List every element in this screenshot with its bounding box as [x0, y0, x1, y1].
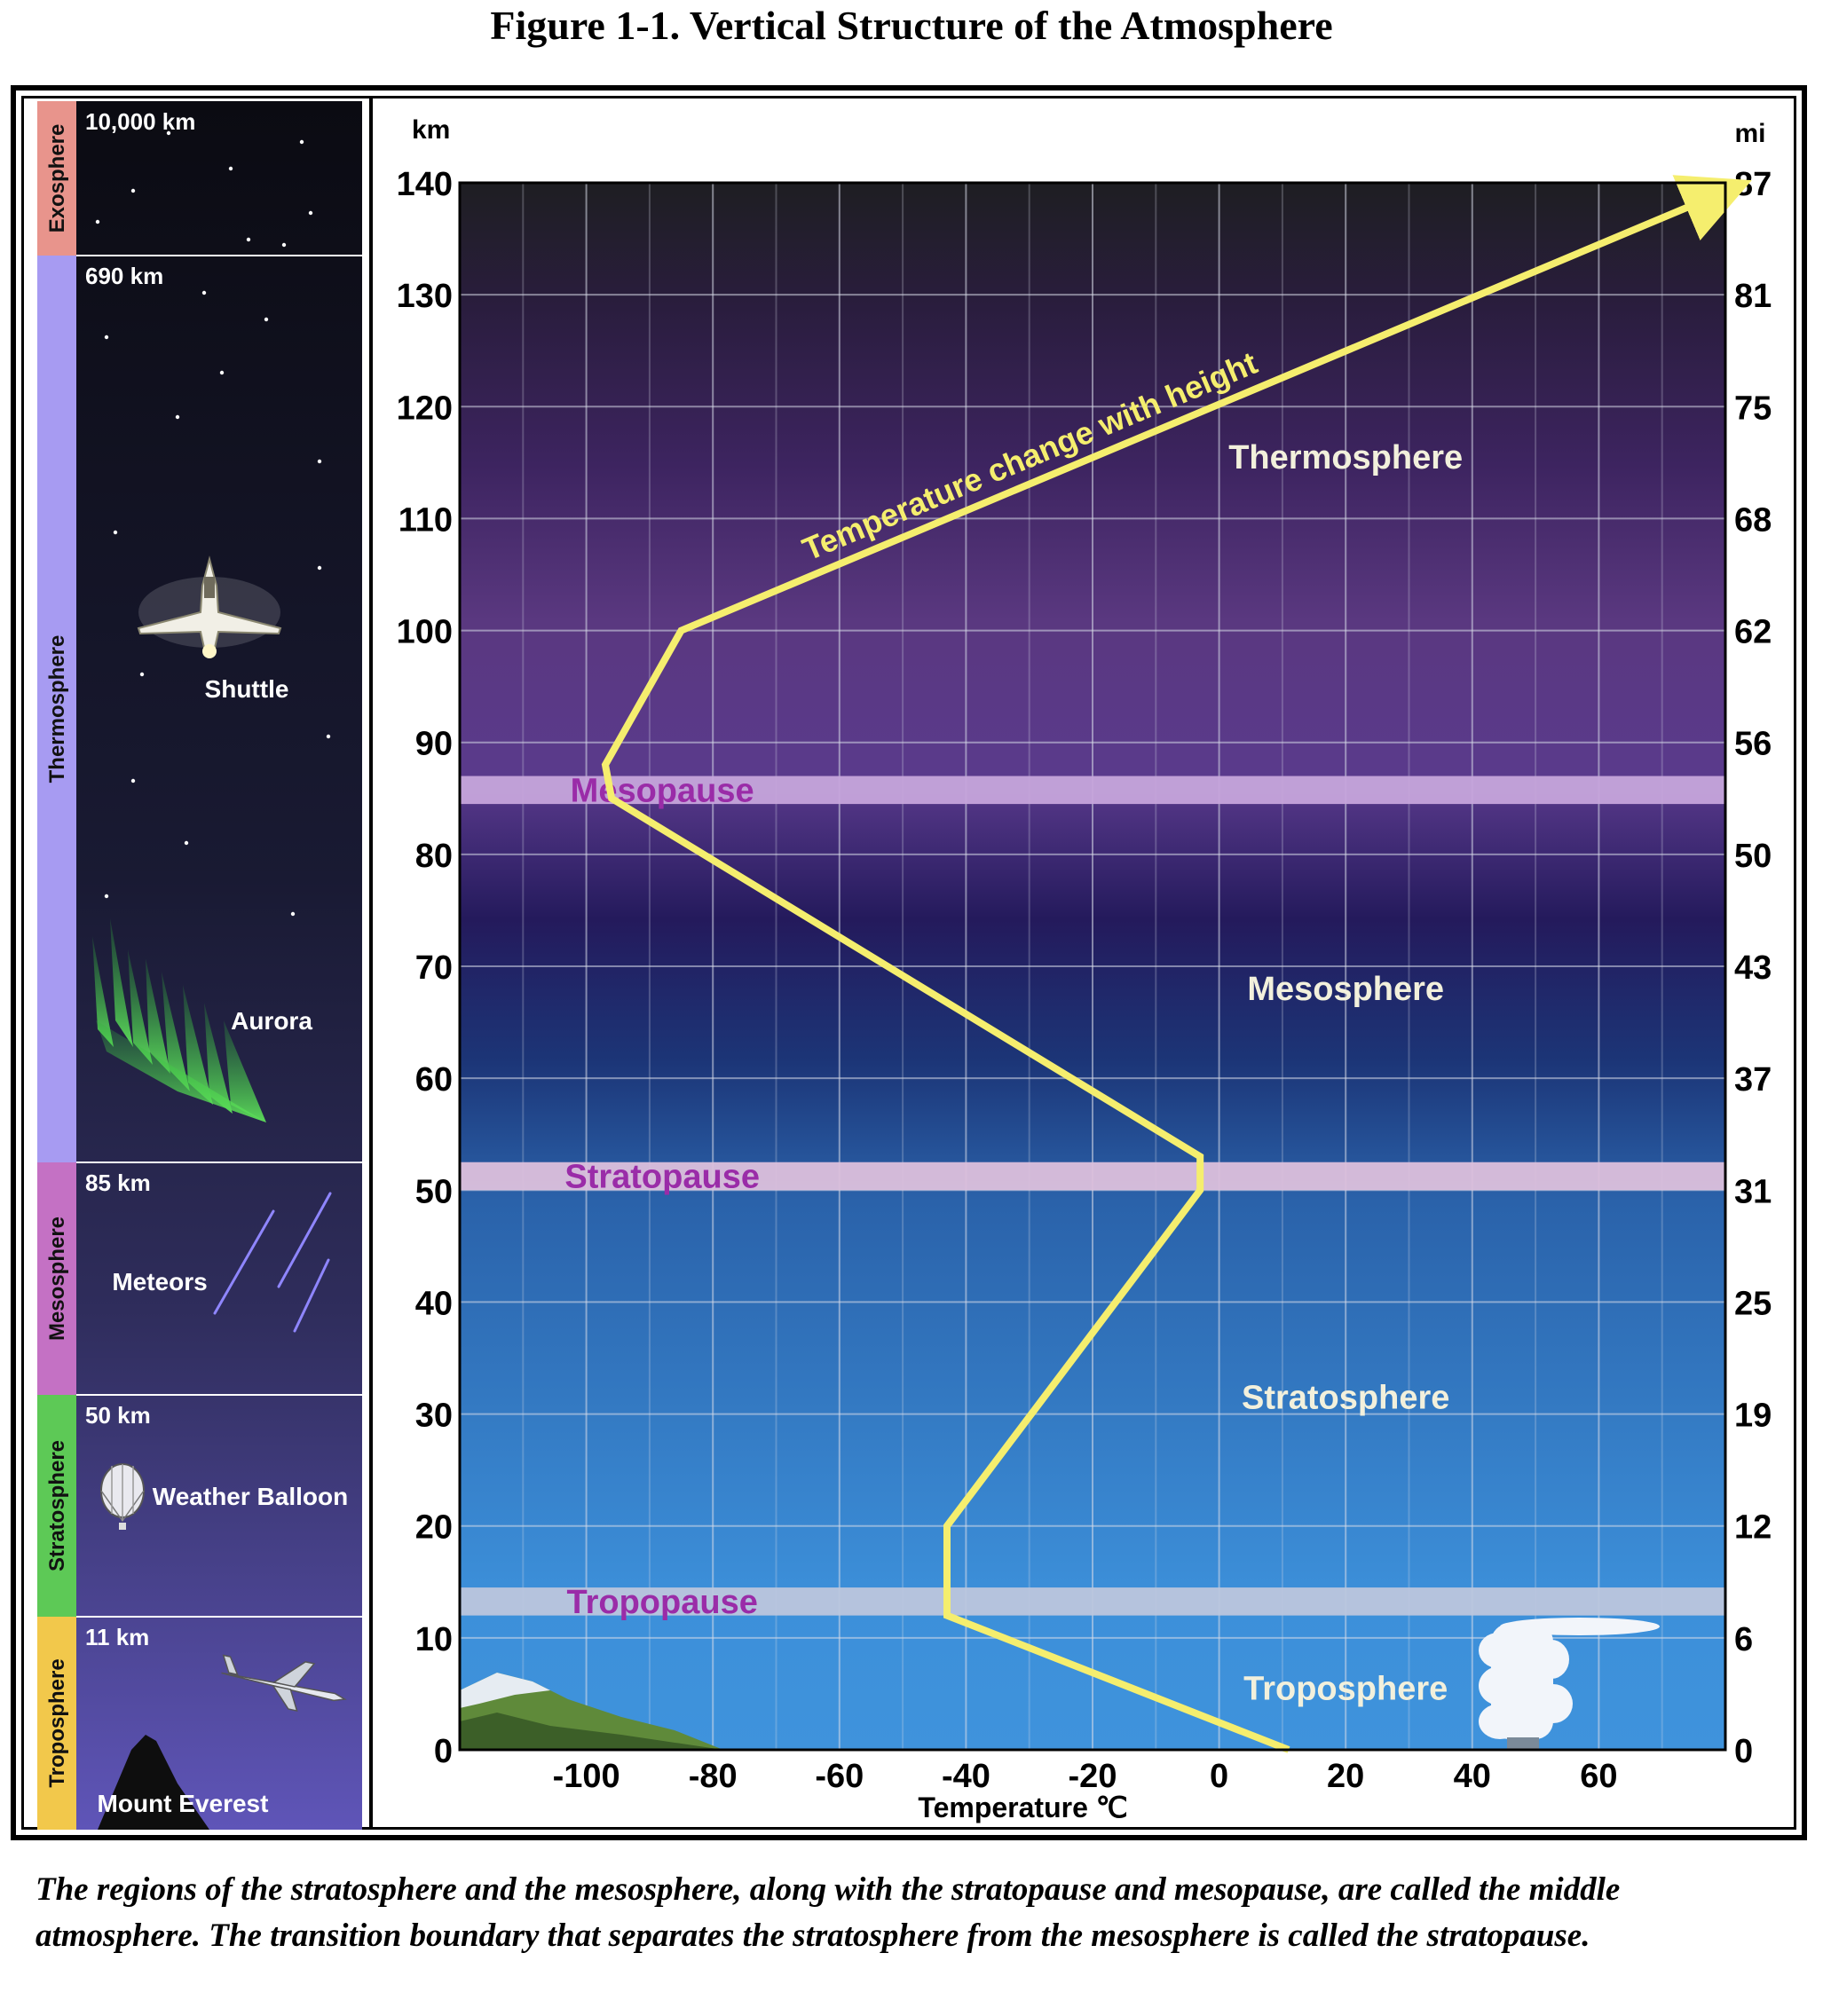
y-tick-km: 100 [397, 614, 453, 651]
label-mount-everest: Mount Everest [98, 1790, 269, 1817]
layer-name-troposphere: Troposphere [45, 1658, 69, 1787]
x-axis-label: Temperature ℃ [918, 1792, 1127, 1823]
boundary-band-mesopause [460, 776, 1725, 805]
y-tick-mi: 75 [1734, 390, 1772, 427]
y-tick-km: 10 [415, 1621, 453, 1658]
layer-altitude-exosphere: 10,000 km [85, 108, 195, 135]
layer-strip-stratosphere [37, 1395, 76, 1617]
x-tick: 0 [1210, 1758, 1228, 1795]
mountains-scenery [460, 1673, 723, 1750]
inner-frame [21, 96, 1796, 1830]
y-tick-km: 40 [415, 1285, 453, 1322]
airplane-icon [221, 1654, 347, 1713]
label-aurora: Aurora [231, 1007, 312, 1035]
layer-name-thermosphere: Thermosphere [45, 635, 69, 784]
label-shuttle: Shuttle [205, 675, 289, 703]
y-tick-km: 70 [415, 949, 453, 987]
shuttle-icon [137, 555, 282, 658]
x-tick: -40 [942, 1758, 990, 1795]
label-weather-balloon: Weather Balloon [153, 1483, 348, 1510]
boundary-label-tropopause: Tropopause [566, 1584, 757, 1621]
y-tick-mi: 25 [1734, 1285, 1772, 1322]
y-axis-label-right: mi [1734, 119, 1765, 148]
x-tick: -60 [815, 1758, 864, 1795]
x-tick: 20 [1327, 1758, 1364, 1795]
x-tick: 40 [1454, 1758, 1491, 1795]
boundary-label-mesopause: Mesopause [571, 772, 754, 809]
mountain-icon [98, 1735, 209, 1830]
y-tick-km: 140 [397, 166, 453, 203]
layer-name-exosphere: Exosphere [45, 124, 69, 233]
region-label-troposphere: Troposphere [1243, 1671, 1448, 1708]
panel-divider [369, 96, 373, 1830]
y-tick-mi: 12 [1734, 1509, 1772, 1547]
y-tick-km: 120 [397, 390, 453, 427]
y-tick-km: 20 [415, 1509, 453, 1547]
layer-strip-thermosphere [37, 256, 76, 1162]
x-tick: -80 [689, 1758, 738, 1795]
layer-altitude-troposphere: 11 km [85, 1624, 149, 1650]
meteor-icon [213, 1192, 332, 1333]
label-meteors: Meteors [112, 1268, 207, 1295]
y-tick-km: 130 [397, 278, 453, 315]
y-tick-km: 110 [399, 501, 453, 539]
y-tick-mi: 50 [1734, 838, 1772, 875]
boundary-band-tropopause [460, 1587, 1725, 1616]
y-tick-mi: 0 [1734, 1733, 1753, 1770]
y-tick-km: 60 [415, 1061, 453, 1099]
y-tick-mi: 87 [1734, 166, 1772, 203]
y-tick-mi: 62 [1734, 614, 1772, 651]
layer-strip-troposphere [37, 1617, 76, 1830]
y-tick-km: 80 [415, 838, 453, 875]
boundary-label-stratopause: Stratopause [564, 1159, 760, 1196]
layer-altitude-mesosphere: 85 km [85, 1169, 151, 1196]
temperature-line [601, 175, 1752, 1753]
cumulonimbus-cloud [1479, 1618, 1660, 1750]
y-tick-mi: 81 [1734, 278, 1772, 315]
balloon-icon [100, 1463, 145, 1530]
outer-frame [11, 85, 1807, 1840]
y-tick-mi: 68 [1734, 501, 1772, 539]
y-axis-label-left: km [412, 115, 450, 145]
y-tick-km: 0 [434, 1733, 453, 1770]
y-tick-mi: 31 [1734, 1173, 1772, 1210]
x-tick: -20 [1069, 1758, 1117, 1795]
region-label-thermosphere: Thermosphere [1228, 439, 1463, 476]
star-icon [95, 130, 331, 917]
layer-strip-exosphere [37, 101, 76, 256]
y-tick-km: 50 [415, 1173, 453, 1210]
region-label-mesosphere: Mesosphere [1247, 971, 1444, 1008]
layer-strip-mesosphere [37, 1162, 76, 1395]
y-tick-mi: 37 [1734, 1061, 1772, 1099]
layer-name-stratosphere: Stratosphere [45, 1440, 69, 1571]
x-tick: -100 [553, 1758, 620, 1795]
layer-altitude-thermosphere: 690 km [85, 263, 163, 289]
y-tick-mi: 6 [1734, 1621, 1753, 1658]
plot-border [458, 181, 1727, 1752]
y-tick-mi: 43 [1734, 949, 1772, 987]
region-label-stratosphere: Stratosphere [1242, 1380, 1449, 1417]
figure-caption: The regions of the stratosphere and the … [36, 1871, 1621, 1954]
y-tick-mi: 56 [1734, 726, 1772, 763]
layer-altitude-stratosphere: 50 km [85, 1402, 151, 1429]
y-tick-km: 90 [415, 726, 453, 763]
layer-name-mesosphere: Mesosphere [45, 1217, 69, 1341]
boundary-band-stratopause [460, 1162, 1725, 1191]
y-tick-km: 30 [415, 1398, 453, 1435]
x-tick: 60 [1580, 1758, 1617, 1795]
y-tick-mi: 19 [1734, 1398, 1772, 1435]
figure-title: Figure 1-1. Vertical Structure of the At… [490, 3, 1333, 48]
aurora-icon [92, 918, 266, 1122]
